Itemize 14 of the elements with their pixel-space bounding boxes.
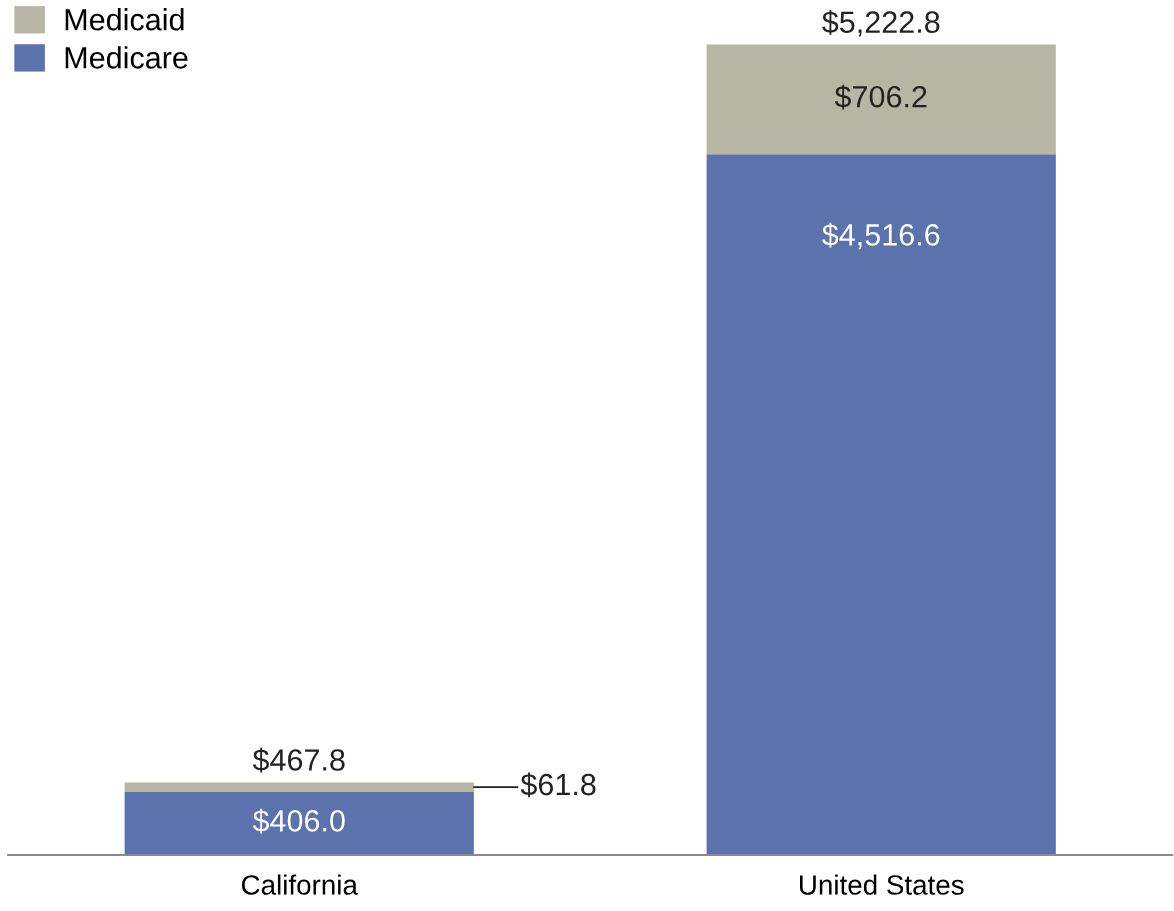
bar xyxy=(124,791,474,855)
bar xyxy=(706,44,1056,155)
total-label: $5,222.8 xyxy=(822,10,940,37)
total-label: $467.8 xyxy=(252,747,345,773)
data-label: $406.0 xyxy=(252,808,345,834)
data-label: $706.2 xyxy=(834,84,927,110)
legend-label: Medicaid xyxy=(65,8,184,31)
bar xyxy=(706,154,1056,855)
x-tick-label: California xyxy=(241,874,358,895)
legend-label: Medicare xyxy=(65,46,188,69)
data-label: $4,516.6 xyxy=(822,222,940,250)
bar xyxy=(124,782,474,792)
x-tick-label: United States xyxy=(800,874,964,895)
data-label: $61.8 xyxy=(520,772,596,798)
